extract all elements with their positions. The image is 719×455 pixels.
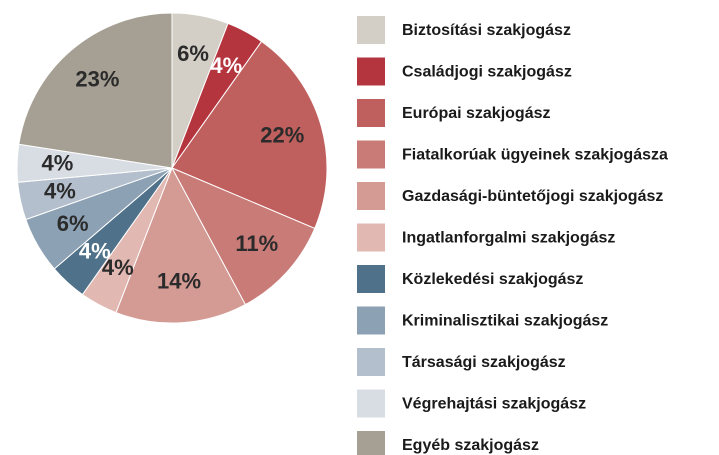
slice-label: 6% — [177, 41, 209, 66]
legend-swatch — [357, 431, 385, 455]
slice-label: 4% — [41, 150, 73, 175]
pie-slice — [115, 166, 247, 324]
legend-label: Ingatlanforgalmi szakjogász — [402, 230, 615, 247]
slice-label: 23% — [75, 67, 119, 92]
slice-label: 6% — [57, 211, 89, 236]
legend-label: Európai szakjogász — [402, 105, 551, 122]
slice-label: 4% — [44, 178, 76, 203]
legend-label: Társasági szakjogász — [402, 354, 566, 371]
legend-label: Végrehajtási szakjogász — [402, 396, 586, 413]
legend-swatch — [357, 16, 385, 44]
legend-swatch — [357, 223, 385, 252]
legend-swatch — [357, 99, 385, 127]
legend-label: Fiatalkorúak ügyeinek szakjogásza — [402, 147, 668, 164]
pie-slice — [18, 12, 173, 169]
legend-label: Közlekedési szakjogász — [402, 271, 583, 288]
legend-swatch — [357, 57, 385, 86]
legend-swatch — [357, 306, 385, 335]
slice-label: 11% — [235, 231, 278, 256]
legend-swatch — [357, 348, 385, 376]
slice-label: 22% — [260, 122, 304, 147]
pie-slice — [170, 166, 316, 306]
legend-swatch — [357, 389, 385, 418]
legend-label: Kriminalisztikai szakjogász — [402, 313, 608, 330]
slice-label: 4% — [210, 53, 242, 78]
legend-label: Egyéb szakjogász — [402, 437, 539, 454]
legend-swatch — [357, 182, 385, 210]
legend-label: Családjogi szakjogász — [402, 64, 572, 81]
legend-swatch — [357, 265, 385, 293]
legend-swatch — [357, 140, 385, 169]
legend-label: Gazdasági-büntetőjogi szakjogász — [402, 188, 663, 205]
slice-label: 14% — [157, 268, 201, 293]
pie-slice — [171, 40, 328, 230]
legend-label: Biztosítási szakjogász — [402, 22, 571, 39]
